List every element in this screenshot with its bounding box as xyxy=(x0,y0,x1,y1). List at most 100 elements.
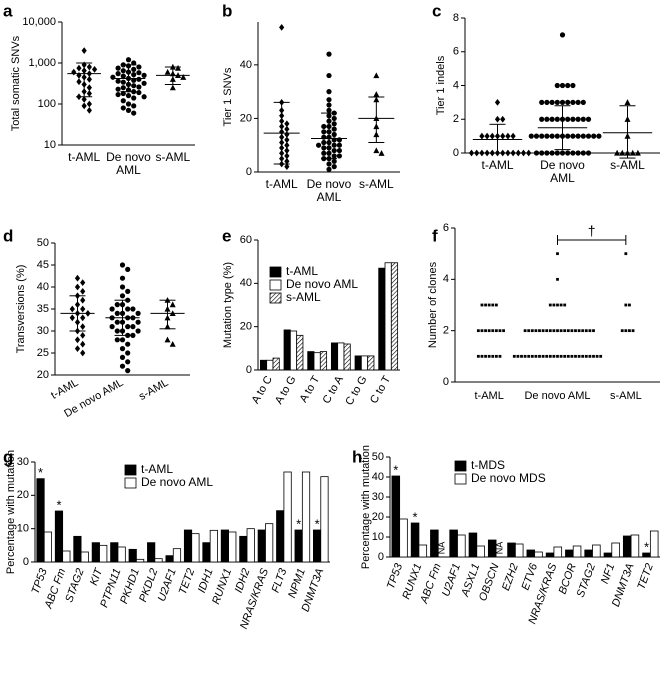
point xyxy=(559,99,566,105)
point xyxy=(559,150,566,156)
y-tick-label: 30 xyxy=(17,456,29,468)
bar xyxy=(283,471,292,563)
point xyxy=(125,101,132,107)
x-tick-label: t-AML xyxy=(474,390,503,402)
point xyxy=(534,354,538,358)
point xyxy=(545,354,549,358)
point xyxy=(559,32,566,38)
y-tick-label: 0 xyxy=(23,556,29,568)
y-tick-label: 50 xyxy=(372,451,384,463)
legend-swatch xyxy=(269,292,282,304)
legend-label: De novo AML xyxy=(141,475,213,489)
y-tick-label: 4 xyxy=(453,79,459,91)
point xyxy=(570,99,576,105)
point xyxy=(120,68,126,74)
point xyxy=(628,303,631,307)
point xyxy=(125,350,131,356)
y-tick-label: 35 xyxy=(37,303,49,315)
point xyxy=(575,116,581,122)
x-tick-label: IDH1 xyxy=(196,567,216,595)
point xyxy=(559,329,563,333)
point xyxy=(279,23,285,31)
point xyxy=(494,354,498,358)
point xyxy=(545,329,549,333)
point xyxy=(125,107,132,113)
point xyxy=(624,252,628,256)
panel-label: g xyxy=(3,447,13,466)
point xyxy=(125,341,131,347)
x-tick-label: C to G xyxy=(343,374,369,408)
bar xyxy=(220,529,229,563)
point xyxy=(528,133,534,139)
point xyxy=(80,288,86,295)
y-tick-label: 100 xyxy=(38,98,56,110)
point xyxy=(130,306,136,312)
point xyxy=(570,133,576,139)
x-tick-label: De novo AML xyxy=(106,150,151,177)
point xyxy=(498,329,502,333)
point xyxy=(634,149,641,156)
point xyxy=(584,354,588,358)
y-tick-label: 30 xyxy=(372,491,384,503)
point xyxy=(86,75,92,83)
bar xyxy=(147,542,156,563)
point xyxy=(549,99,555,105)
point xyxy=(619,149,626,156)
point xyxy=(480,354,484,358)
y-tick-label: 10 xyxy=(44,139,56,151)
point xyxy=(570,82,576,89)
panel-label: e xyxy=(222,226,231,245)
point xyxy=(554,99,560,105)
point xyxy=(520,354,523,358)
point xyxy=(585,133,592,139)
point xyxy=(321,129,327,135)
point xyxy=(119,337,126,343)
point xyxy=(474,149,480,157)
point xyxy=(284,152,290,160)
point xyxy=(86,63,92,71)
bar xyxy=(259,359,268,371)
bar xyxy=(110,542,119,563)
point xyxy=(491,329,495,333)
bar xyxy=(649,530,659,558)
point xyxy=(120,85,126,91)
point xyxy=(552,329,556,333)
point xyxy=(326,97,332,103)
x-tick-label: t-AML xyxy=(265,177,298,191)
point xyxy=(125,359,131,365)
legend-label: s-AML xyxy=(286,290,321,304)
point xyxy=(484,329,487,333)
point xyxy=(321,145,327,151)
point xyxy=(80,349,86,357)
x-tick-label: De novo AML xyxy=(524,390,590,402)
point xyxy=(80,296,86,304)
point xyxy=(552,354,556,358)
bar xyxy=(136,558,145,563)
point xyxy=(284,157,290,165)
x-tick-label: A to T xyxy=(298,374,323,405)
bar xyxy=(307,351,315,371)
point xyxy=(505,132,511,140)
y-tick-label: 6 xyxy=(453,46,459,58)
point xyxy=(570,354,574,358)
legend-label: t-MDS xyxy=(471,458,505,472)
point xyxy=(326,89,332,95)
y-tick-label: 6 xyxy=(443,222,449,234)
y-tick-label: 2 xyxy=(443,325,449,337)
point xyxy=(284,131,290,138)
point xyxy=(321,150,327,156)
point xyxy=(476,329,480,333)
point xyxy=(141,72,147,78)
x-tick-label: t-AML xyxy=(49,377,80,402)
point xyxy=(74,345,81,352)
y-tick-label: 20 xyxy=(17,489,29,501)
point xyxy=(575,133,581,139)
point xyxy=(120,79,126,85)
legend-swatch xyxy=(454,473,467,485)
bar xyxy=(457,534,466,558)
point xyxy=(326,72,332,79)
point xyxy=(484,354,487,358)
bar xyxy=(228,531,237,563)
point xyxy=(549,133,555,139)
